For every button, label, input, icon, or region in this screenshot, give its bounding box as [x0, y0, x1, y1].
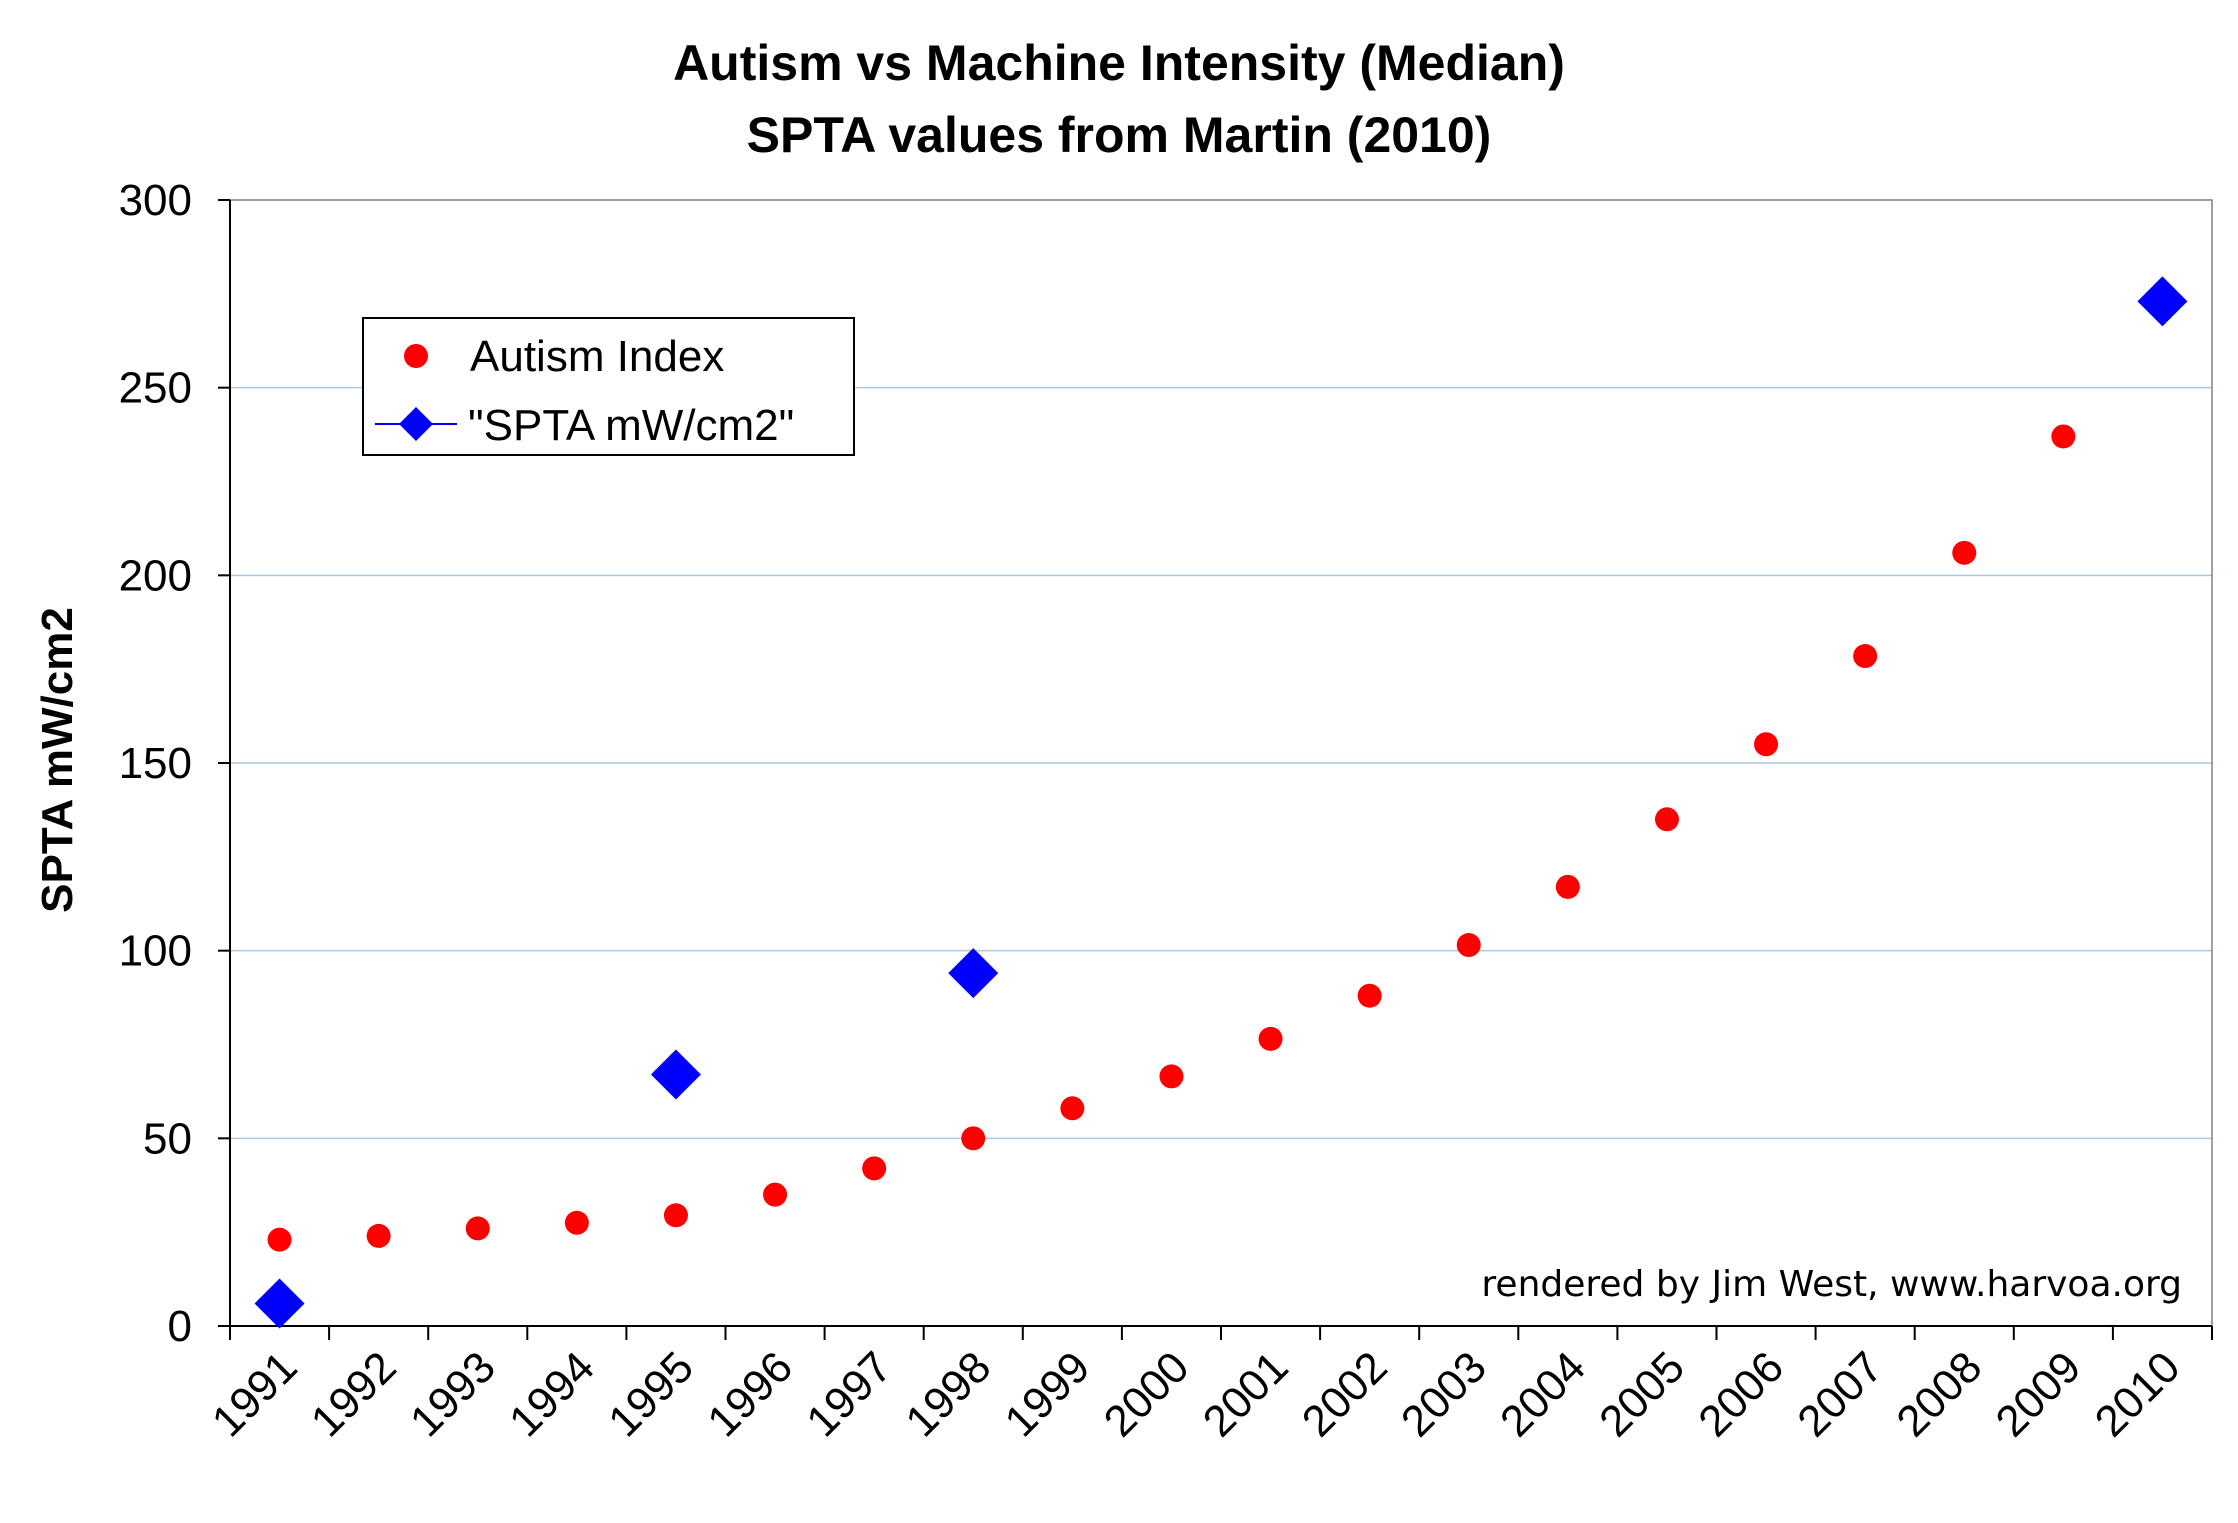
legend: Autism Index "SPTA mW/cm2" [362, 317, 855, 456]
series-0 [267, 424, 2076, 1252]
data-point-autism-index [1555, 874, 1580, 899]
data-point-autism-index [763, 1182, 788, 1207]
y-tick-label: 250 [119, 364, 192, 413]
data-point-autism-index [564, 1210, 589, 1235]
data-point-autism-index [1258, 1026, 1283, 1051]
gridlines [230, 386, 2212, 1140]
data-point-autism-index [862, 1156, 887, 1181]
data-point-spta [2137, 276, 2188, 327]
data-point-autism-index [1654, 807, 1679, 832]
data-point-spta [650, 1049, 701, 1100]
data-point-autism-index [1853, 644, 1878, 669]
y-tick-label: 150 [119, 739, 192, 788]
chart-subtitle: SPTA values from Martin (2010) [747, 107, 1492, 163]
data-point-autism-index [1159, 1064, 1184, 1089]
credit-annotation: rendered by Jim West, www.harvoa.org [1481, 1264, 2182, 1305]
chart-title: Autism vs Machine Intensity (Median) [673, 35, 1565, 91]
y-tick-label: 200 [119, 551, 192, 600]
data-point-autism-index [1952, 540, 1977, 565]
data-point-autism-index [1060, 1096, 1085, 1121]
axes [218, 199, 2213, 1340]
legend-marker-autism-index [404, 344, 428, 368]
legend-box [362, 317, 855, 456]
data-point-spta [948, 948, 999, 999]
data-point-autism-index [366, 1223, 391, 1248]
legend-marker-spta [399, 407, 433, 441]
data-point-autism-index [465, 1216, 490, 1241]
y-axis-label: SPTA mW/cm2 [33, 607, 82, 913]
y-tick-label: 50 [143, 1114, 192, 1163]
data-point-autism-index [2051, 424, 2076, 449]
y-tick-label: 0 [168, 1302, 192, 1351]
data-point-autism-index [1754, 732, 1779, 757]
data-point-autism-index [267, 1227, 292, 1252]
legend-label-spta: "SPTA mW/cm2" [468, 401, 794, 450]
data-point-autism-index [663, 1203, 688, 1228]
data-point-autism-index [1357, 983, 1382, 1008]
data-series [254, 276, 2188, 1329]
data-point-autism-index [1456, 933, 1481, 958]
data-point-spta [254, 1278, 305, 1329]
series-1 [254, 276, 2188, 1329]
legend-label-autism-index: Autism Index [470, 332, 724, 381]
y-tick-label: 100 [119, 927, 192, 976]
data-point-autism-index [961, 1126, 986, 1151]
y-tick-label: 300 [119, 176, 192, 225]
